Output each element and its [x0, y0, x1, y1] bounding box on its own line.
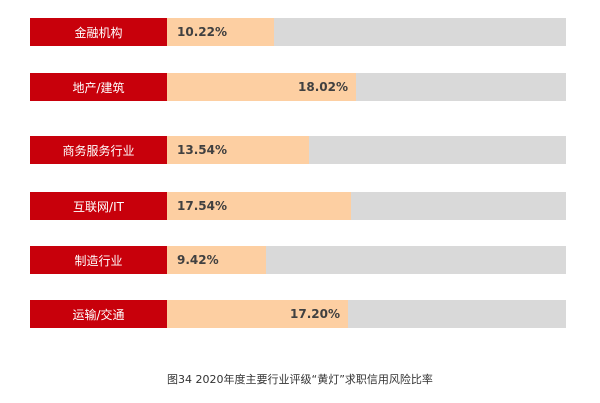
bar-row: 商务服务行业 13.54% — [30, 136, 566, 164]
bar-track: 18.02% — [167, 73, 566, 101]
category-label: 地产/建筑 — [30, 73, 167, 101]
bar — [167, 18, 274, 46]
bar — [167, 246, 266, 274]
data-label: 10.22% — [177, 25, 227, 39]
bar-row: 运输/交通 17.20% — [30, 300, 566, 328]
bar-track: 9.42% — [167, 246, 566, 274]
data-label: 18.02% — [298, 80, 348, 94]
bar-row: 金融机构 10.22% — [30, 18, 566, 46]
bar-track: 17.54% — [167, 192, 566, 220]
bar — [167, 136, 309, 164]
category-label: 制造行业 — [30, 246, 167, 274]
bar — [167, 73, 356, 101]
bar — [167, 300, 348, 328]
data-label: 17.54% — [177, 199, 227, 213]
data-label: 17.20% — [290, 307, 340, 321]
category-label: 运输/交通 — [30, 300, 167, 328]
data-label: 13.54% — [177, 143, 227, 157]
bar-row: 制造行业 9.42% — [30, 246, 566, 274]
chart-caption: 图34 2020年度主要行业评级“黄灯”求职信用风险比率 — [167, 373, 433, 386]
bar-row: 互联网/IT 17.54% — [30, 192, 566, 220]
data-label: 9.42% — [177, 253, 219, 267]
bar-track: 10.22% — [167, 18, 566, 46]
bar-track: 17.20% — [167, 300, 566, 328]
category-label: 商务服务行业 — [30, 136, 167, 164]
bar-track: 13.54% — [167, 136, 566, 164]
bar-row: 地产/建筑 18.02% — [30, 73, 566, 101]
bar — [167, 192, 351, 220]
category-label: 互联网/IT — [30, 192, 167, 220]
category-label: 金融机构 — [30, 18, 167, 46]
